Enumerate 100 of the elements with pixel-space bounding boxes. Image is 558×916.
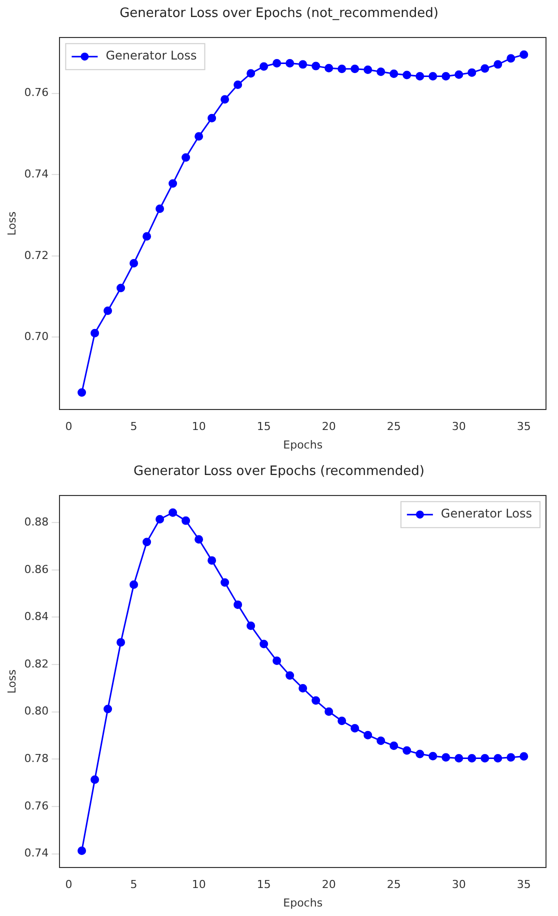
point xyxy=(442,72,450,80)
x-tick-label: 0 xyxy=(65,878,72,892)
point xyxy=(182,516,190,525)
point xyxy=(494,754,502,763)
point xyxy=(350,724,360,732)
point xyxy=(260,62,268,71)
point xyxy=(350,64,360,74)
x-tick-label: 10 xyxy=(192,878,206,892)
point xyxy=(364,730,372,740)
point xyxy=(286,671,294,680)
point xyxy=(338,716,346,726)
point xyxy=(416,750,424,758)
x-tick-label: 35 xyxy=(516,420,531,434)
y-tick-label: 0.74 xyxy=(24,167,49,180)
point xyxy=(90,328,100,338)
x-tick-label: 20 xyxy=(322,878,336,892)
x-axis-title: Epochs xyxy=(283,438,323,452)
x-tick-label: 25 xyxy=(386,420,401,434)
point xyxy=(208,114,216,122)
point xyxy=(208,556,216,565)
legend-label: Generator Loss xyxy=(106,48,197,63)
point xyxy=(260,640,268,648)
x-tick-label: 5 xyxy=(130,420,138,434)
point xyxy=(324,707,334,716)
point xyxy=(90,775,100,784)
point xyxy=(182,153,190,162)
x-tick-label: 30 xyxy=(452,878,466,892)
point xyxy=(520,752,528,761)
point xyxy=(194,535,204,544)
y-axis-title: Loss xyxy=(5,211,18,236)
point xyxy=(390,741,398,750)
y-tick-label: 0.84 xyxy=(24,610,49,624)
y-tick-label: 0.88 xyxy=(24,515,49,528)
point xyxy=(390,70,398,78)
point xyxy=(364,65,372,74)
point xyxy=(104,704,112,714)
y-tick-label: 0.76 xyxy=(24,799,49,812)
point xyxy=(402,746,412,755)
point xyxy=(338,64,346,74)
point xyxy=(454,70,464,79)
point xyxy=(428,752,438,760)
x-tick-label: 15 xyxy=(256,420,271,434)
point xyxy=(416,72,424,80)
legend-label: Generator Loss xyxy=(440,506,532,521)
y-tick-label: 0.72 xyxy=(24,248,49,262)
y-axis-title: Loss xyxy=(5,669,18,694)
point xyxy=(312,62,320,70)
point xyxy=(506,54,516,63)
point xyxy=(480,64,490,73)
point xyxy=(454,754,464,763)
y-tick-label: 0.82 xyxy=(24,657,49,670)
x-tick-label: 0 xyxy=(65,420,72,434)
x-tick-label: 15 xyxy=(256,878,271,892)
point xyxy=(468,68,476,77)
point xyxy=(298,60,308,69)
point xyxy=(246,622,256,630)
y-tick-label: 0.78 xyxy=(24,752,49,766)
point xyxy=(442,753,450,762)
point xyxy=(234,600,242,609)
x-tick-label: 20 xyxy=(322,420,336,434)
x-tick-label: 35 xyxy=(516,878,531,892)
point xyxy=(168,508,178,517)
x-tick-label: 25 xyxy=(386,878,401,892)
point xyxy=(156,515,164,524)
point xyxy=(402,70,412,80)
point xyxy=(130,580,138,589)
point xyxy=(298,684,308,692)
point xyxy=(156,204,164,214)
point xyxy=(520,50,528,59)
point xyxy=(142,538,152,546)
y-tick-label: 0.80 xyxy=(24,704,49,718)
y-tick-label: 0.74 xyxy=(24,846,49,860)
point xyxy=(130,258,138,268)
x-axis-title: Epochs xyxy=(283,896,323,910)
point xyxy=(494,60,502,69)
point xyxy=(78,388,86,397)
point xyxy=(324,64,334,72)
point xyxy=(376,736,386,746)
point xyxy=(78,846,86,856)
point xyxy=(272,656,282,666)
chart-title: Generator Loss over Epochs (not_recommended) xyxy=(120,6,438,22)
point xyxy=(168,179,178,188)
point xyxy=(428,72,438,80)
point xyxy=(468,754,476,763)
x-tick-label: 5 xyxy=(130,878,138,892)
point xyxy=(480,754,490,763)
point xyxy=(220,95,230,104)
point xyxy=(116,638,126,647)
point xyxy=(376,68,386,76)
y-tick-label: 0.86 xyxy=(24,562,49,576)
point xyxy=(246,69,256,78)
point xyxy=(506,753,516,762)
chart-title: Generator Loss over Epochs (recommended) xyxy=(134,464,424,480)
y-tick-label: 0.70 xyxy=(24,330,49,344)
y-tick-label: 0.76 xyxy=(24,86,49,100)
point xyxy=(286,58,294,68)
point xyxy=(194,132,204,141)
point xyxy=(116,284,126,292)
point xyxy=(234,80,242,90)
x-tick-label: 10 xyxy=(192,420,206,434)
